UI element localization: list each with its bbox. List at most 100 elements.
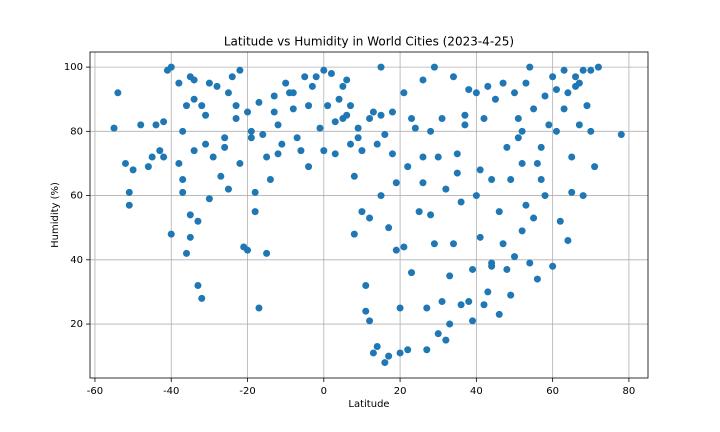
point <box>491 95 499 103</box>
point <box>522 79 530 87</box>
point <box>442 336 450 344</box>
point <box>175 159 183 167</box>
point <box>430 63 438 71</box>
point <box>388 108 396 116</box>
point <box>465 86 473 94</box>
point <box>289 89 297 97</box>
point <box>255 98 263 106</box>
point <box>396 349 404 357</box>
point <box>518 227 526 235</box>
point <box>194 281 202 289</box>
point <box>221 134 229 142</box>
point <box>316 124 324 132</box>
point <box>339 82 347 90</box>
point <box>377 63 385 71</box>
point <box>572 73 580 81</box>
point <box>533 275 541 283</box>
point <box>388 150 396 158</box>
point <box>209 153 217 161</box>
point <box>293 134 301 142</box>
point <box>568 188 576 196</box>
point <box>541 192 549 200</box>
point <box>568 153 576 161</box>
y-tick-label: 100 <box>64 62 83 73</box>
point <box>453 169 461 177</box>
point <box>320 147 328 155</box>
point <box>438 298 446 306</box>
point <box>507 176 515 184</box>
point <box>541 92 549 100</box>
point <box>270 108 278 116</box>
point <box>469 317 477 325</box>
point <box>354 134 362 142</box>
y-tick-label: 60 <box>70 191 83 202</box>
point <box>202 140 210 148</box>
point <box>236 66 244 74</box>
point <box>499 240 507 248</box>
point <box>274 150 282 158</box>
point <box>518 127 526 135</box>
point <box>198 294 206 302</box>
x-axis-label: Latitude <box>348 399 389 410</box>
point <box>579 192 587 200</box>
point <box>152 121 160 129</box>
point <box>518 159 526 167</box>
point <box>232 102 240 110</box>
point <box>522 201 530 209</box>
point <box>472 192 480 200</box>
point <box>282 79 290 87</box>
point <box>129 166 137 174</box>
point <box>495 310 503 318</box>
point <box>514 114 522 122</box>
point <box>259 131 267 139</box>
point <box>488 262 496 270</box>
point <box>408 269 416 277</box>
point <box>266 176 274 184</box>
point <box>556 217 564 225</box>
point <box>381 131 389 139</box>
point <box>495 208 503 216</box>
point <box>263 249 271 257</box>
point <box>591 163 599 171</box>
point <box>366 317 374 325</box>
point <box>175 79 183 87</box>
point <box>575 121 583 129</box>
point <box>190 95 198 103</box>
point <box>564 89 572 97</box>
point <box>247 134 255 142</box>
point <box>514 134 522 142</box>
point <box>160 153 168 161</box>
point <box>392 179 400 187</box>
point <box>167 63 175 71</box>
plot-frame <box>89 51 649 379</box>
point <box>381 359 389 367</box>
point <box>182 102 190 110</box>
point <box>472 89 480 97</box>
point <box>511 253 519 261</box>
x-tick-label: 20 <box>394 386 407 397</box>
point <box>392 246 400 254</box>
point <box>190 147 198 155</box>
point <box>244 108 252 116</box>
point <box>236 159 244 167</box>
point <box>480 301 488 309</box>
point <box>476 233 484 241</box>
chart-title: Latitude vs Humidity in World Cities (20… <box>224 35 514 49</box>
point <box>324 102 332 110</box>
point <box>301 73 309 81</box>
point <box>442 185 450 193</box>
point <box>385 224 393 232</box>
point <box>579 66 587 74</box>
point <box>449 240 457 248</box>
point <box>289 105 297 113</box>
point <box>251 188 259 196</box>
point <box>530 105 538 113</box>
point <box>186 73 194 81</box>
point <box>167 230 175 238</box>
point <box>594 63 602 71</box>
point <box>156 147 164 155</box>
point <box>427 211 435 219</box>
point <box>438 114 446 122</box>
x-tick-label: 60 <box>546 386 559 397</box>
